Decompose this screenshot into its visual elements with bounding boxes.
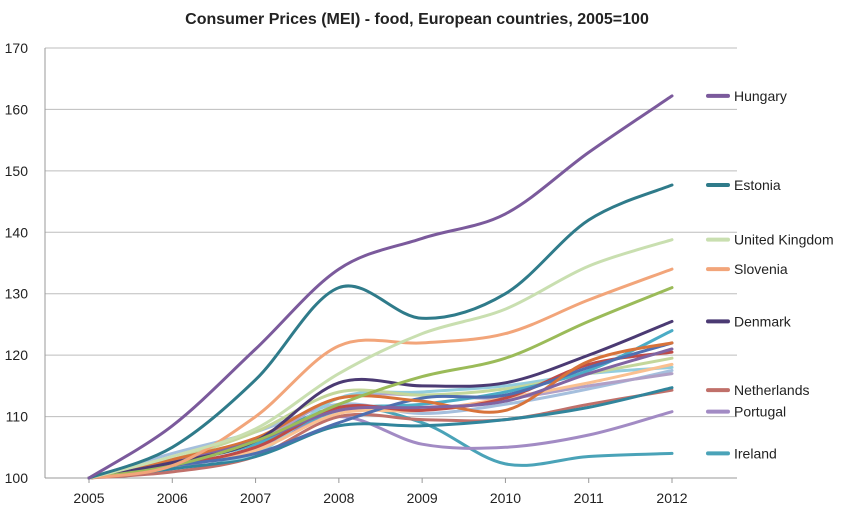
x-tick-label: 2010 <box>490 490 521 506</box>
x-tick-label: 2008 <box>323 490 354 506</box>
chart-title: Consumer Prices (MEI) - food, European c… <box>185 11 649 28</box>
series-line-united-kingdom <box>87 238 674 480</box>
series-lines <box>87 94 674 480</box>
x-tick-label: 2009 <box>407 490 438 506</box>
legend-label: Netherlands <box>734 382 810 398</box>
y-tick-label: 160 <box>5 101 29 117</box>
series-line-hungary <box>87 94 674 480</box>
series-line-estonia <box>87 183 674 480</box>
x-tick-label: 2007 <box>240 490 271 506</box>
legend-label: Ireland <box>734 445 777 461</box>
y-tick-label: 170 <box>5 40 29 56</box>
x-axis-ticks: 2005 2006 2007 2008 2009 2010 2011 2012 <box>73 478 688 506</box>
y-tick-label: 150 <box>5 163 29 179</box>
x-tick-label: 2006 <box>157 490 188 506</box>
x-tick-label: 2005 <box>73 490 104 506</box>
x-tick-label: 2012 <box>656 490 687 506</box>
y-tick-label: 100 <box>5 470 29 486</box>
gridlines <box>44 47 737 479</box>
y-tick-label: 140 <box>5 224 29 240</box>
legend-label: United Kingdom <box>734 232 834 248</box>
legend-label: Portugal <box>734 404 786 420</box>
series-line-slovenia <box>87 267 674 480</box>
y-axis-ticks: 100 110 120 130 140 150 160 170 <box>5 40 29 486</box>
series-line-16 <box>87 386 674 480</box>
y-tick-label: 120 <box>5 347 29 363</box>
y-tick-label: 110 <box>6 409 29 425</box>
series-line-7 <box>87 341 674 480</box>
x-tick-label: 2011 <box>574 490 604 506</box>
legend-label: Estonia <box>734 177 781 193</box>
series-line-netherlands <box>87 388 674 480</box>
legend-label: Hungary <box>734 88 787 104</box>
y-tick-label: 130 <box>5 286 29 302</box>
legend-label: Slovenia <box>734 261 788 277</box>
legend-label: Denmark <box>734 313 792 329</box>
legend: Hungary Estonia United Kingdom Slovenia Denm… <box>706 88 834 461</box>
